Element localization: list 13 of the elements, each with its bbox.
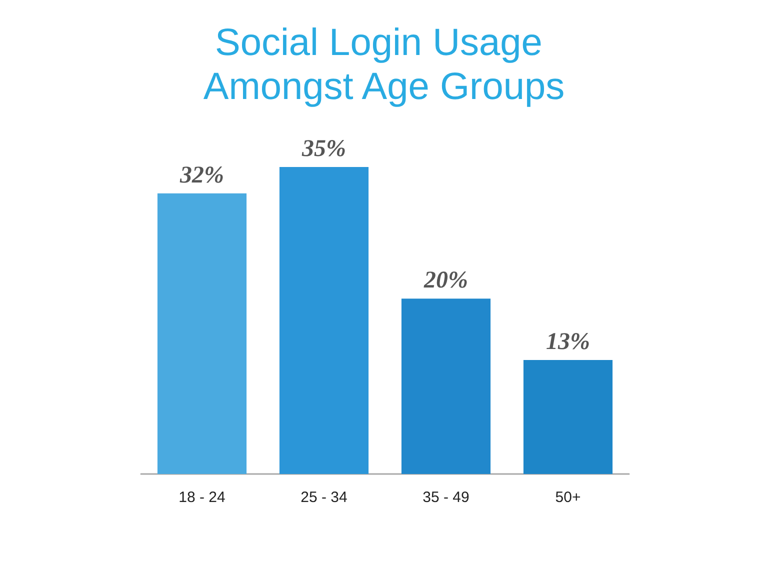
bar — [523, 360, 613, 474]
bar — [157, 193, 247, 474]
data-label: 13% — [546, 328, 590, 355]
x-tick-label: 25 - 34 — [300, 489, 348, 506]
x-tick-label: 50+ — [555, 489, 581, 506]
x-tick-label: 18 - 24 — [178, 489, 226, 506]
data-label: 20% — [423, 268, 468, 294]
data-label: 32% — [179, 162, 224, 188]
x-tick-label: 35 - 49 — [422, 489, 470, 506]
bar — [401, 298, 491, 474]
bar — [279, 167, 369, 474]
data-label: 35% — [301, 136, 346, 162]
chart-title: Social Login Usage Amongst Age Groups — [203, 22, 565, 108]
